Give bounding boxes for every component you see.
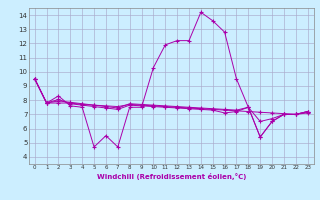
X-axis label: Windchill (Refroidissement éolien,°C): Windchill (Refroidissement éolien,°C) xyxy=(97,173,246,180)
